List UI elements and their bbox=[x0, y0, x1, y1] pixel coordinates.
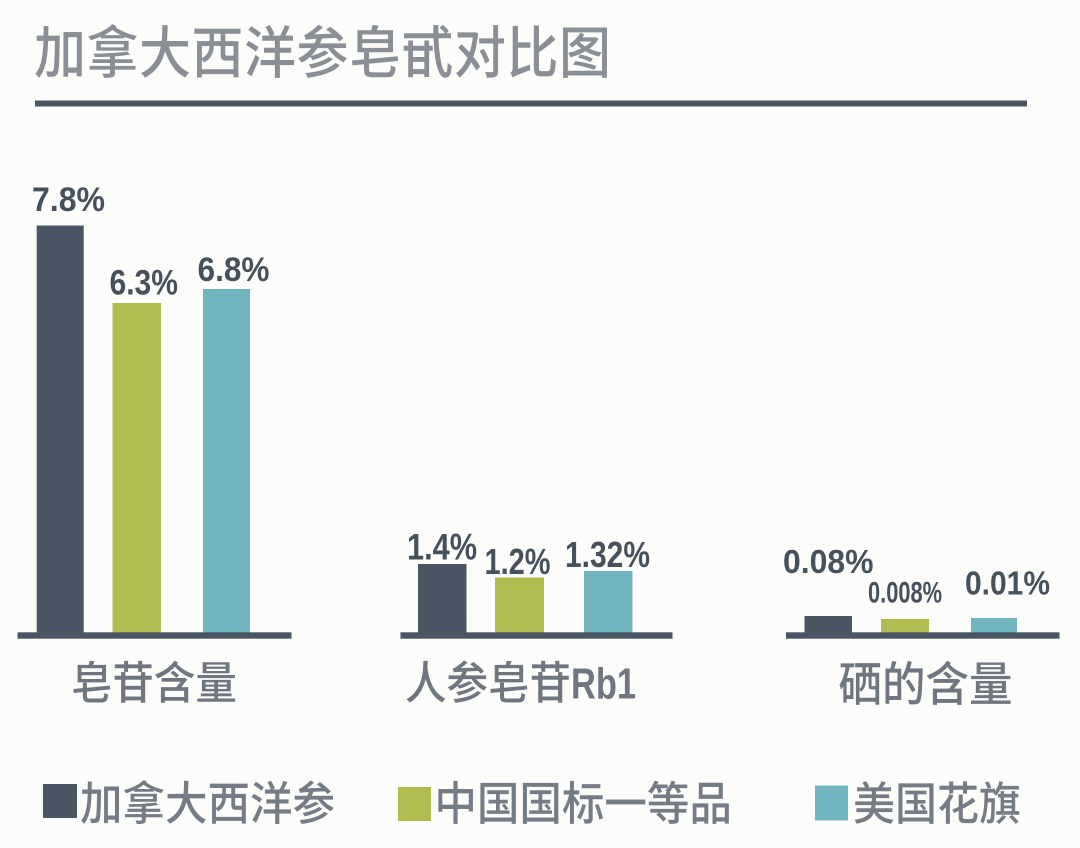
svg-text:0.01%: 0.01% bbox=[965, 565, 1050, 602]
svg-text:0.008%: 0.008% bbox=[868, 577, 942, 610]
svg-text:6.8%: 6.8% bbox=[198, 251, 270, 289]
svg-text:Rb1: Rb1 bbox=[571, 660, 636, 709]
svg-text:0.08%: 0.08% bbox=[783, 544, 874, 581]
svg-text:7.8%: 7.8% bbox=[32, 181, 105, 219]
svg-text:1.32%: 1.32% bbox=[565, 534, 650, 575]
svg-text:1.2%: 1.2% bbox=[485, 541, 551, 582]
svg-text:6.3%: 6.3% bbox=[110, 264, 179, 303]
svg-text:1.4%: 1.4% bbox=[407, 527, 477, 568]
